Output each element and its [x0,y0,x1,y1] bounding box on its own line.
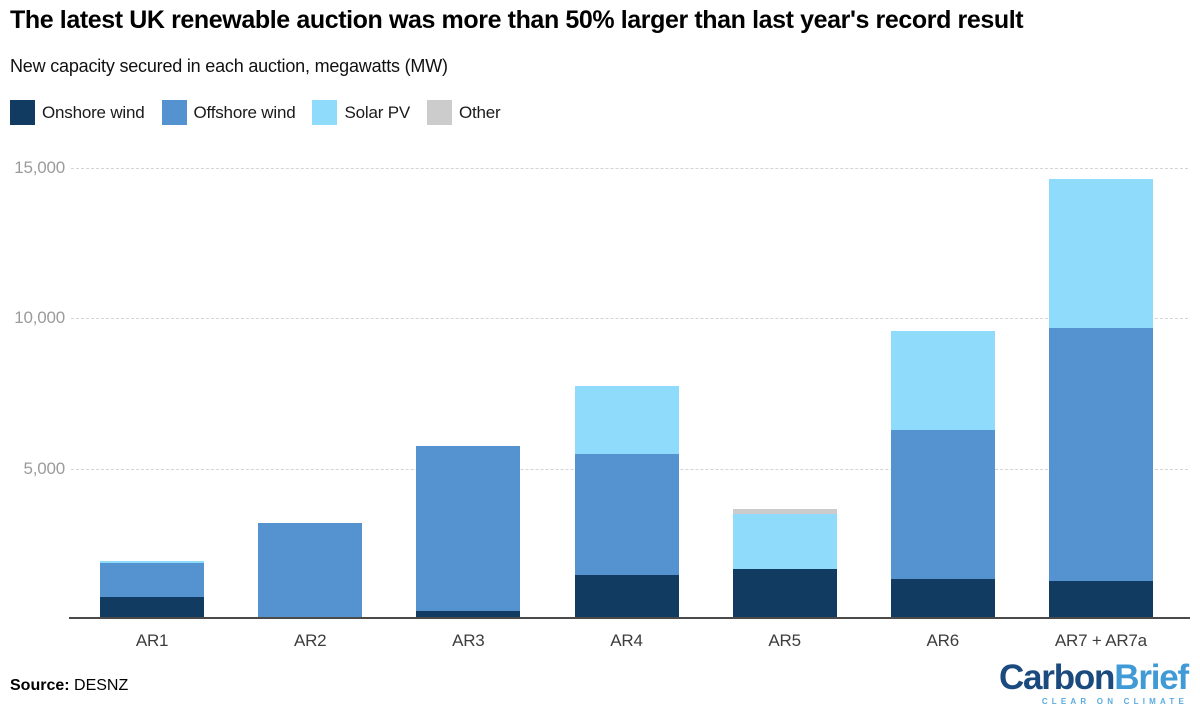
legend-label: Offshore wind [193,102,296,122]
carbonbrief-logo-text: CarbonBrief [998,658,1189,697]
legend-label: Solar PV [344,102,410,122]
bar-segment-onshore-wind [574,575,679,619]
bar-segment-offshore-wind [416,445,521,611]
bar-ar3 [416,445,521,619]
legend-item: Onshore wind [10,100,145,125]
bar-ar7+ar7a [1048,178,1153,619]
bar-segment-offshore-wind [890,429,995,580]
legend-swatch [426,100,452,125]
bar-ar6 [890,330,995,619]
y-axis-tick-label: 5,000 [23,458,65,478]
bar-segment-other [732,509,837,515]
x-axis-tick-label: AR2 [293,631,327,650]
bar-segment-offshore-wind [258,523,363,619]
gridline [71,168,1188,169]
bar-segment-onshore-wind [732,568,837,619]
y-axis-tick-label: 10,000 [14,308,65,328]
x-axis-tick-label: AR4 [610,631,643,650]
source-value: DESNZ [74,677,129,694]
chart-plot-area: 5,000 10,000 15,000 AR1 AR2 AR3 AR4 AR5 AR6 AR7 +… [14,158,1190,650]
bar-ar5 [732,509,837,619]
x-axis-line [69,617,1190,619]
bar-segment-offshore-wind [574,453,679,576]
legend-label: Onshore wind [42,102,145,122]
gridline [71,318,1188,320]
chart-title: The latest UK renewable auction was more… [10,6,1024,34]
source-note: Source: DESNZ [10,677,128,695]
chart-legend: Onshore wind Offshore wind Solar PV Other [10,100,518,125]
carbonbrief-logo-tagline: CLEAR ON CLIMATE [1041,697,1188,706]
bar-segment-onshore-wind [416,610,521,619]
bar-ar2 [258,523,363,619]
legend-item: Offshore wind [161,100,296,125]
x-axis-tick-label: AR7 + AR7a [1054,631,1147,650]
bar-ar4 [574,386,679,619]
legend-label: Other [458,102,501,122]
bar-segment-solar-pv [732,514,837,569]
x-axis-tick-label: AR5 [768,631,801,650]
legend-swatch [161,100,187,125]
bar-ar1 [100,561,205,619]
bar-segment-onshore-wind [1048,581,1153,619]
logo-part-brief: Brief [1114,658,1189,697]
x-axis-tick-label: AR6 [926,631,960,650]
chart-subtitle: New capacity secured in each auction, me… [10,56,448,76]
x-axis-tick-label: AR1 [135,631,169,650]
source-label: Source: [10,677,70,694]
bar-segment-solar-pv [1048,178,1153,329]
carbonbrief-logo: CarbonBrief CLEAR ON CLIMATE [998,658,1189,706]
bar-segment-onshore-wind [100,597,205,619]
legend-item: Solar PV [312,100,410,125]
bar-segment-solar-pv [100,561,205,564]
bar-segment-onshore-wind [890,579,995,619]
bar-segment-offshore-wind [1048,328,1153,582]
legend-item: Other [426,100,501,125]
legend-swatch [10,100,35,125]
bar-segment-solar-pv [890,330,995,430]
logo-part-carbon: Carbon [998,658,1116,697]
bar-segment-solar-pv [574,386,679,454]
legend-swatch [312,100,338,125]
x-axis-tick-label: AR3 [452,631,485,650]
y-axis-tick-label: 15,000 [14,158,65,177]
bar-segment-offshore-wind [100,563,205,598]
